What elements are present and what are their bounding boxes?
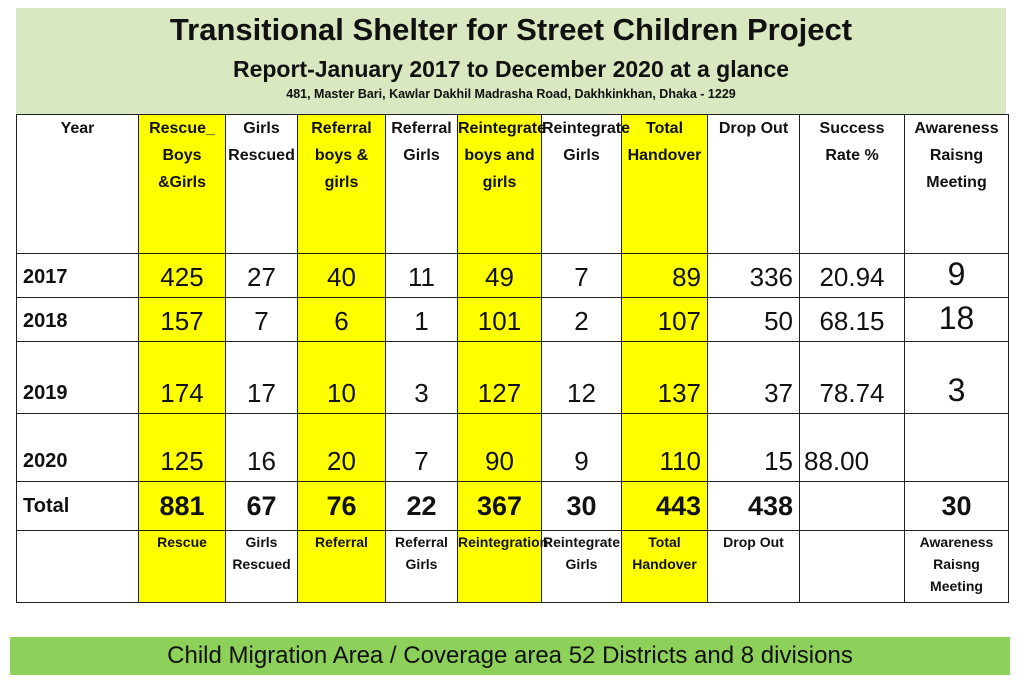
header-awareness: Awareness Raisng Meeting xyxy=(904,114,1009,254)
success-rate-cell: 78.74 xyxy=(799,340,905,415)
girls-rescued-cell: 16 xyxy=(225,413,298,483)
total-handover-cell: 110 xyxy=(621,413,708,483)
footer-girls-rescued: Girls Rescued xyxy=(225,529,298,604)
success-rate-cell: 88.00 xyxy=(799,413,905,483)
total-handover-cell: 89 xyxy=(621,252,708,298)
reintegrate-girls-cell: 2 xyxy=(541,296,622,342)
header-total-handover: Total Handover xyxy=(621,114,708,254)
drop-out-cell: 15 xyxy=(707,413,800,483)
rescue-cell: 157 xyxy=(138,296,226,342)
referral-cell: 20 xyxy=(297,413,386,483)
total-label: Total xyxy=(16,481,139,531)
drop-out-cell: 336 xyxy=(707,252,800,298)
rescue-cell: 425 xyxy=(138,252,226,298)
total-success-rate xyxy=(799,481,905,531)
table-row: 2018 157 7 6 1 101 2 107 50 68.15 18 xyxy=(16,296,1009,342)
footer-rescue: Rescue xyxy=(138,529,226,604)
year-cell: 2018 xyxy=(16,296,139,342)
total-rescue: 881 xyxy=(138,481,226,531)
footer-total-handover: Total Handover xyxy=(621,529,708,604)
girls-rescued-cell: 17 xyxy=(225,340,298,415)
total-handover-cell: 107 xyxy=(621,296,708,342)
total-awareness: 30 xyxy=(904,481,1009,531)
drop-out-cell: 50 xyxy=(707,296,800,342)
girls-rescued-cell: 7 xyxy=(225,296,298,342)
total-girls-rescued: 67 xyxy=(225,481,298,531)
awareness-cell: 9 xyxy=(904,252,1009,298)
reintegrate-cell: 90 xyxy=(457,413,542,483)
header-success-rate: Success Rate % xyxy=(799,114,905,254)
total-reintegrate: 367 xyxy=(457,481,542,531)
referral-girls-cell: 11 xyxy=(385,252,458,298)
header-year: Year xyxy=(16,114,139,254)
success-rate-cell: 68.15 xyxy=(799,296,905,342)
footer-awareness: Awareness Raisng Meeting xyxy=(904,529,1009,604)
year-cell: 2020 xyxy=(16,413,139,483)
header-reintegrate-girls: Reintegrate Girls xyxy=(541,114,630,254)
awareness-cell: 3 xyxy=(904,340,1009,415)
reintegrate-girls-cell: 12 xyxy=(541,340,622,415)
total-referral-girls: 22 xyxy=(385,481,458,531)
awareness-cell xyxy=(904,413,1009,483)
year-cell: 2017 xyxy=(16,252,139,298)
header-referral: Referral boys & girls xyxy=(297,114,386,254)
referral-girls-cell: 7 xyxy=(385,413,458,483)
footer-reintegrate-girls: Reintegrate Girls xyxy=(541,529,622,604)
header-girls-rescued: Girls Rescued xyxy=(225,114,298,254)
coverage-banner: Child Migration Area / Coverage area 52 … xyxy=(10,637,1010,675)
table-footer-row: Rescue Girls Rescued Referral Referral G… xyxy=(16,529,1009,604)
footer-year xyxy=(16,529,139,604)
summary-table: Year Rescue_ Boys &Girls Girls Rescued R… xyxy=(16,114,1009,604)
girls-rescued-cell: 27 xyxy=(225,252,298,298)
referral-cell: 10 xyxy=(297,340,386,415)
reintegrate-cell: 101 xyxy=(457,296,542,342)
referral-cell: 40 xyxy=(297,252,386,298)
success-rate-cell: 20.94 xyxy=(799,252,905,298)
awareness-cell: 18 xyxy=(904,296,1009,342)
table-row: 2020 125 16 20 7 90 9 110 15 88.00 xyxy=(16,413,1009,483)
rescue-cell: 174 xyxy=(138,340,226,415)
header-reintegrate: Reintegrate boys and girls xyxy=(457,114,546,254)
footer-success-rate xyxy=(799,529,905,604)
referral-girls-cell: 3 xyxy=(385,340,458,415)
report-header: Transitional Shelter for Street Children… xyxy=(16,8,1006,114)
reintegrate-cell: 49 xyxy=(457,252,542,298)
rescue-cell: 125 xyxy=(138,413,226,483)
referral-cell: 6 xyxy=(297,296,386,342)
total-handover-cell: 137 xyxy=(621,340,708,415)
total-drop-out: 438 xyxy=(707,481,800,531)
footer-drop-out: Drop Out xyxy=(707,529,800,604)
total-handover: 443 xyxy=(621,481,708,531)
total-row: Total 881 67 76 22 367 30 443 438 30 xyxy=(16,481,1009,531)
header-rescue: Rescue_ Boys &Girls xyxy=(138,114,226,254)
reintegrate-girls-cell: 9 xyxy=(541,413,622,483)
report-subtitle: Report-January 2017 to December 2020 at … xyxy=(232,56,790,82)
header-referral-girls: Referral Girls xyxy=(385,114,458,254)
table-row: 2019 174 17 10 3 127 12 137 37 78.74 3 xyxy=(16,340,1009,415)
total-referral: 76 xyxy=(297,481,386,531)
report-address: 481, Master Bari, Kawlar Dakhil Madrasha… xyxy=(286,87,736,101)
header-drop-out: Drop Out xyxy=(707,114,800,254)
report-title: Transitional Shelter for Street Children… xyxy=(169,12,853,47)
table-header-row: Year Rescue_ Boys &Girls Girls Rescued R… xyxy=(16,114,1009,254)
footer-referral: Referral xyxy=(297,529,386,604)
reintegrate-cell: 127 xyxy=(457,340,542,415)
referral-girls-cell: 1 xyxy=(385,296,458,342)
table-row: 2017 425 27 40 11 49 7 89 336 20.94 9 xyxy=(16,252,1009,298)
footer-reintegration: Reintegration xyxy=(457,529,548,604)
year-cell: 2019 xyxy=(16,340,139,415)
total-reintegrate-girls: 30 xyxy=(541,481,622,531)
reintegrate-girls-cell: 7 xyxy=(541,252,622,298)
drop-out-cell: 37 xyxy=(707,340,800,415)
footer-referral-girls: Referral Girls xyxy=(385,529,458,604)
